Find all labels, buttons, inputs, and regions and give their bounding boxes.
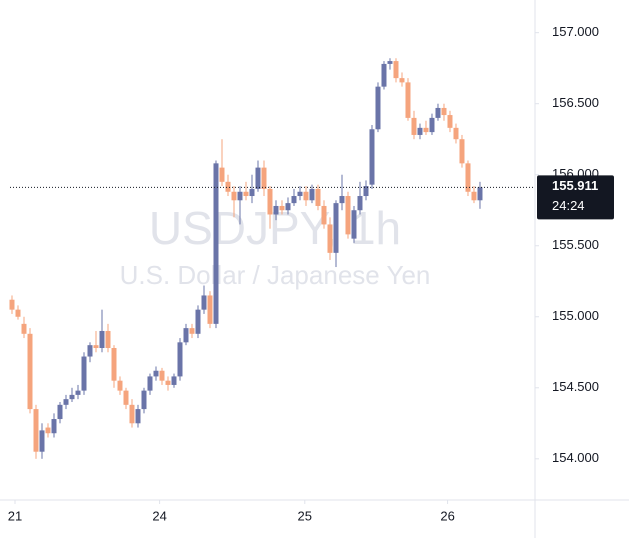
candle-body	[405, 82, 411, 118]
candle-body	[363, 186, 369, 197]
candle-body	[351, 210, 357, 239]
candle-body	[159, 370, 165, 381]
candle-body	[93, 345, 99, 349]
candle-body	[381, 63, 387, 87]
candle-body	[213, 163, 219, 324]
candle-body	[219, 167, 225, 182]
candle-body	[141, 390, 147, 410]
y-tick-label: 155.000	[552, 308, 599, 323]
y-tick-label: 156.500	[552, 95, 599, 110]
candle-body	[447, 115, 453, 128]
x-tick-label: 21	[8, 508, 22, 523]
candle-body	[231, 191, 237, 201]
candle-body	[225, 181, 231, 192]
x-tick-label: 26	[440, 508, 454, 523]
candle-body	[237, 191, 243, 201]
candle-body	[321, 205, 327, 225]
candle-body	[423, 127, 429, 133]
candle-body	[477, 187, 483, 201]
candle-body	[117, 380, 123, 391]
candle-body	[201, 295, 207, 310]
candle-body	[99, 330, 105, 349]
candle-body	[387, 61, 393, 64]
candle-body	[189, 328, 195, 334]
candle-body	[195, 309, 201, 334]
y-tick-label: 157.000	[552, 24, 599, 39]
candle-body	[471, 191, 477, 201]
x-tick-label: 24	[152, 508, 166, 523]
candle-body	[393, 61, 399, 79]
candle-body	[81, 356, 87, 391]
last-price-box	[537, 175, 614, 220]
candle-body	[459, 139, 465, 164]
candle-body	[345, 196, 351, 235]
countdown: 24:24	[552, 198, 585, 213]
candle-body	[261, 167, 267, 189]
candle-body	[255, 167, 261, 189]
candle-body	[171, 376, 177, 385]
candle-body	[75, 390, 81, 395]
candle-body	[369, 129, 375, 185]
last-price-label: 155.911	[552, 178, 598, 193]
candle-body	[51, 419, 57, 434]
candle-body	[339, 196, 345, 204]
candle-body	[69, 394, 75, 400]
candle-body	[153, 370, 159, 377]
candle-body	[249, 188, 255, 197]
watermark-description: U.S. Dollar / Japanese Yen	[120, 260, 431, 290]
candle-body	[291, 196, 297, 204]
candle-body	[243, 191, 249, 197]
candle-body	[27, 333, 33, 410]
y-tick-label: 154.000	[552, 450, 599, 465]
candle-body	[273, 205, 279, 215]
candle-body	[39, 430, 45, 452]
y-tick-label: 154.500	[552, 379, 599, 394]
x-tick-label: 25	[298, 508, 312, 523]
candle-body	[465, 163, 471, 192]
candle-body	[267, 188, 273, 215]
candle-body	[105, 330, 111, 349]
candle-body	[411, 117, 417, 135]
candle-body	[123, 390, 129, 405]
candle-body	[129, 404, 135, 424]
candle-body	[417, 127, 423, 135]
candle-body	[165, 380, 171, 385]
candle-body	[87, 345, 93, 357]
candle-body	[9, 299, 15, 310]
candle-body	[15, 309, 21, 317]
candle-body	[315, 188, 321, 206]
candle-body	[309, 188, 315, 201]
candle-body	[21, 323, 27, 334]
candle-body	[207, 295, 213, 324]
candle-body	[63, 399, 69, 405]
candle-body	[297, 191, 303, 197]
candle-body	[327, 224, 333, 253]
candle-body	[33, 409, 39, 452]
candle-body	[303, 191, 309, 201]
candle-body	[441, 107, 447, 116]
candle-body	[453, 127, 459, 140]
candle-body	[135, 409, 141, 424]
candle-body	[57, 404, 63, 420]
candle-body	[183, 328, 189, 343]
candle-body	[45, 427, 51, 434]
candle-body	[111, 348, 117, 381]
y-tick-label: 155.500	[552, 237, 599, 252]
candle-body	[279, 205, 285, 211]
candle-body	[429, 117, 435, 133]
candle-body	[357, 196, 363, 211]
candle-body	[285, 203, 291, 211]
candle-body	[177, 342, 183, 377]
candle-body	[399, 78, 405, 83]
candle-body	[375, 86, 381, 130]
candle-body	[435, 107, 441, 118]
candle-body	[147, 376, 153, 391]
candle-body	[333, 203, 339, 253]
